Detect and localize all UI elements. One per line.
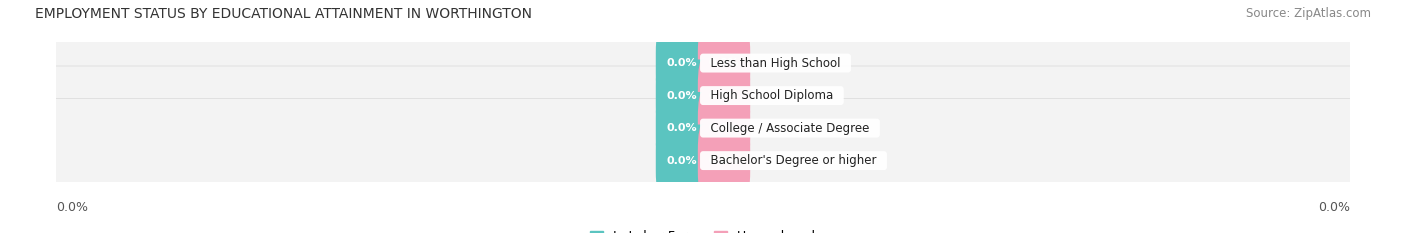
FancyBboxPatch shape <box>46 1 1360 125</box>
FancyBboxPatch shape <box>697 59 751 132</box>
Text: 0.0%: 0.0% <box>709 123 740 133</box>
FancyBboxPatch shape <box>46 34 1360 158</box>
FancyBboxPatch shape <box>697 92 751 164</box>
Text: 0.0%: 0.0% <box>709 58 740 68</box>
FancyBboxPatch shape <box>46 66 1360 190</box>
FancyBboxPatch shape <box>655 59 709 132</box>
Text: 0.0%: 0.0% <box>666 123 697 133</box>
Text: 0.0%: 0.0% <box>1317 201 1350 214</box>
FancyBboxPatch shape <box>697 27 751 99</box>
Text: Less than High School: Less than High School <box>703 57 848 70</box>
Text: 0.0%: 0.0% <box>666 58 697 68</box>
Text: College / Associate Degree: College / Associate Degree <box>703 122 877 135</box>
Text: 0.0%: 0.0% <box>666 91 697 101</box>
Text: Bachelor's Degree or higher: Bachelor's Degree or higher <box>703 154 884 167</box>
Text: 0.0%: 0.0% <box>709 156 740 166</box>
FancyBboxPatch shape <box>655 27 709 99</box>
FancyBboxPatch shape <box>697 124 751 197</box>
Legend: In Labor Force, Unemployed: In Labor Force, Unemployed <box>585 225 821 233</box>
Text: Source: ZipAtlas.com: Source: ZipAtlas.com <box>1246 7 1371 20</box>
Text: 0.0%: 0.0% <box>666 156 697 166</box>
Text: 0.0%: 0.0% <box>56 201 89 214</box>
Text: 0.0%: 0.0% <box>709 91 740 101</box>
FancyBboxPatch shape <box>46 99 1360 223</box>
Text: High School Diploma: High School Diploma <box>703 89 841 102</box>
Text: EMPLOYMENT STATUS BY EDUCATIONAL ATTAINMENT IN WORTHINGTON: EMPLOYMENT STATUS BY EDUCATIONAL ATTAINM… <box>35 7 531 21</box>
FancyBboxPatch shape <box>655 92 709 164</box>
FancyBboxPatch shape <box>655 124 709 197</box>
